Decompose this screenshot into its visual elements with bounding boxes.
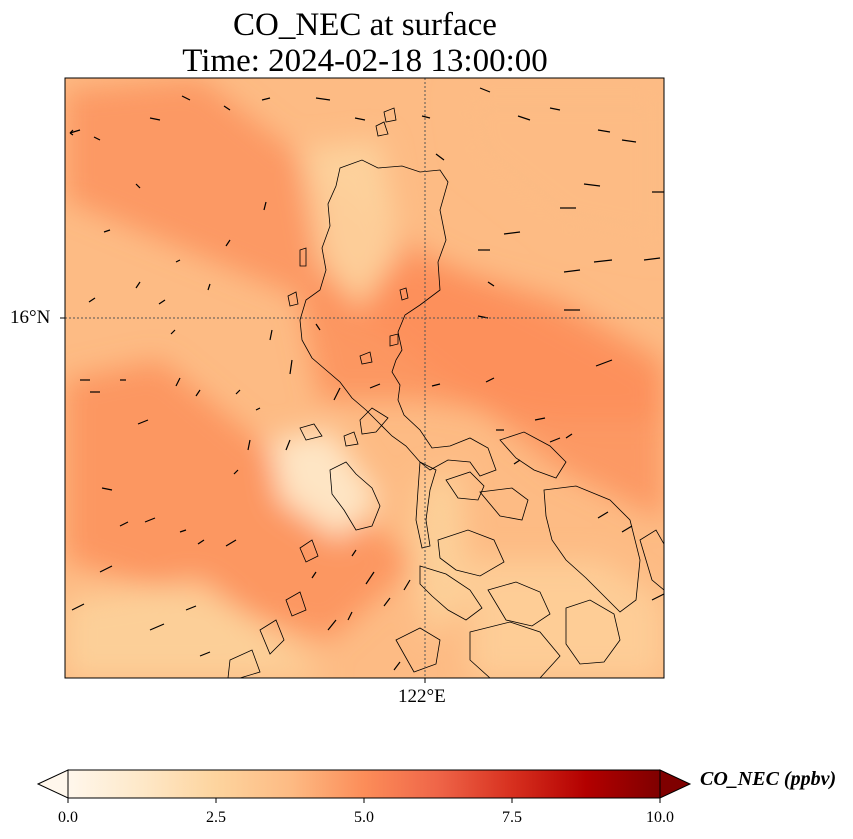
map-frame	[64, 77, 665, 679]
gridlines	[65, 78, 664, 678]
map-subtitle-time: Time: 2024-02-18 13:00:00	[182, 43, 548, 79]
colorbar-tick-label: 10.0	[646, 809, 674, 826]
colorbar-tick-label: 7.5	[502, 809, 522, 826]
colorbar-extend-high	[659, 769, 692, 799]
colorbar-tick-label: 0.0	[58, 809, 78, 826]
colorbar-label: CO_NEC (ppbv)	[700, 768, 837, 790]
concentration-field	[65, 78, 664, 678]
coastlines	[227, 107, 664, 678]
lat-label: 16°N	[10, 307, 51, 328]
colorbar	[36, 769, 692, 803]
wind-vectors	[69, 87, 664, 678]
colorbar-tick-label: 5.0	[354, 809, 374, 826]
colorbar-gradient	[68, 770, 660, 798]
map-title: CO_NEC at surface	[233, 7, 497, 43]
colorbar-extend-low	[36, 769, 69, 799]
lon-label: 122°E	[398, 686, 446, 707]
colorbar-tick-label: 2.5	[206, 809, 226, 826]
